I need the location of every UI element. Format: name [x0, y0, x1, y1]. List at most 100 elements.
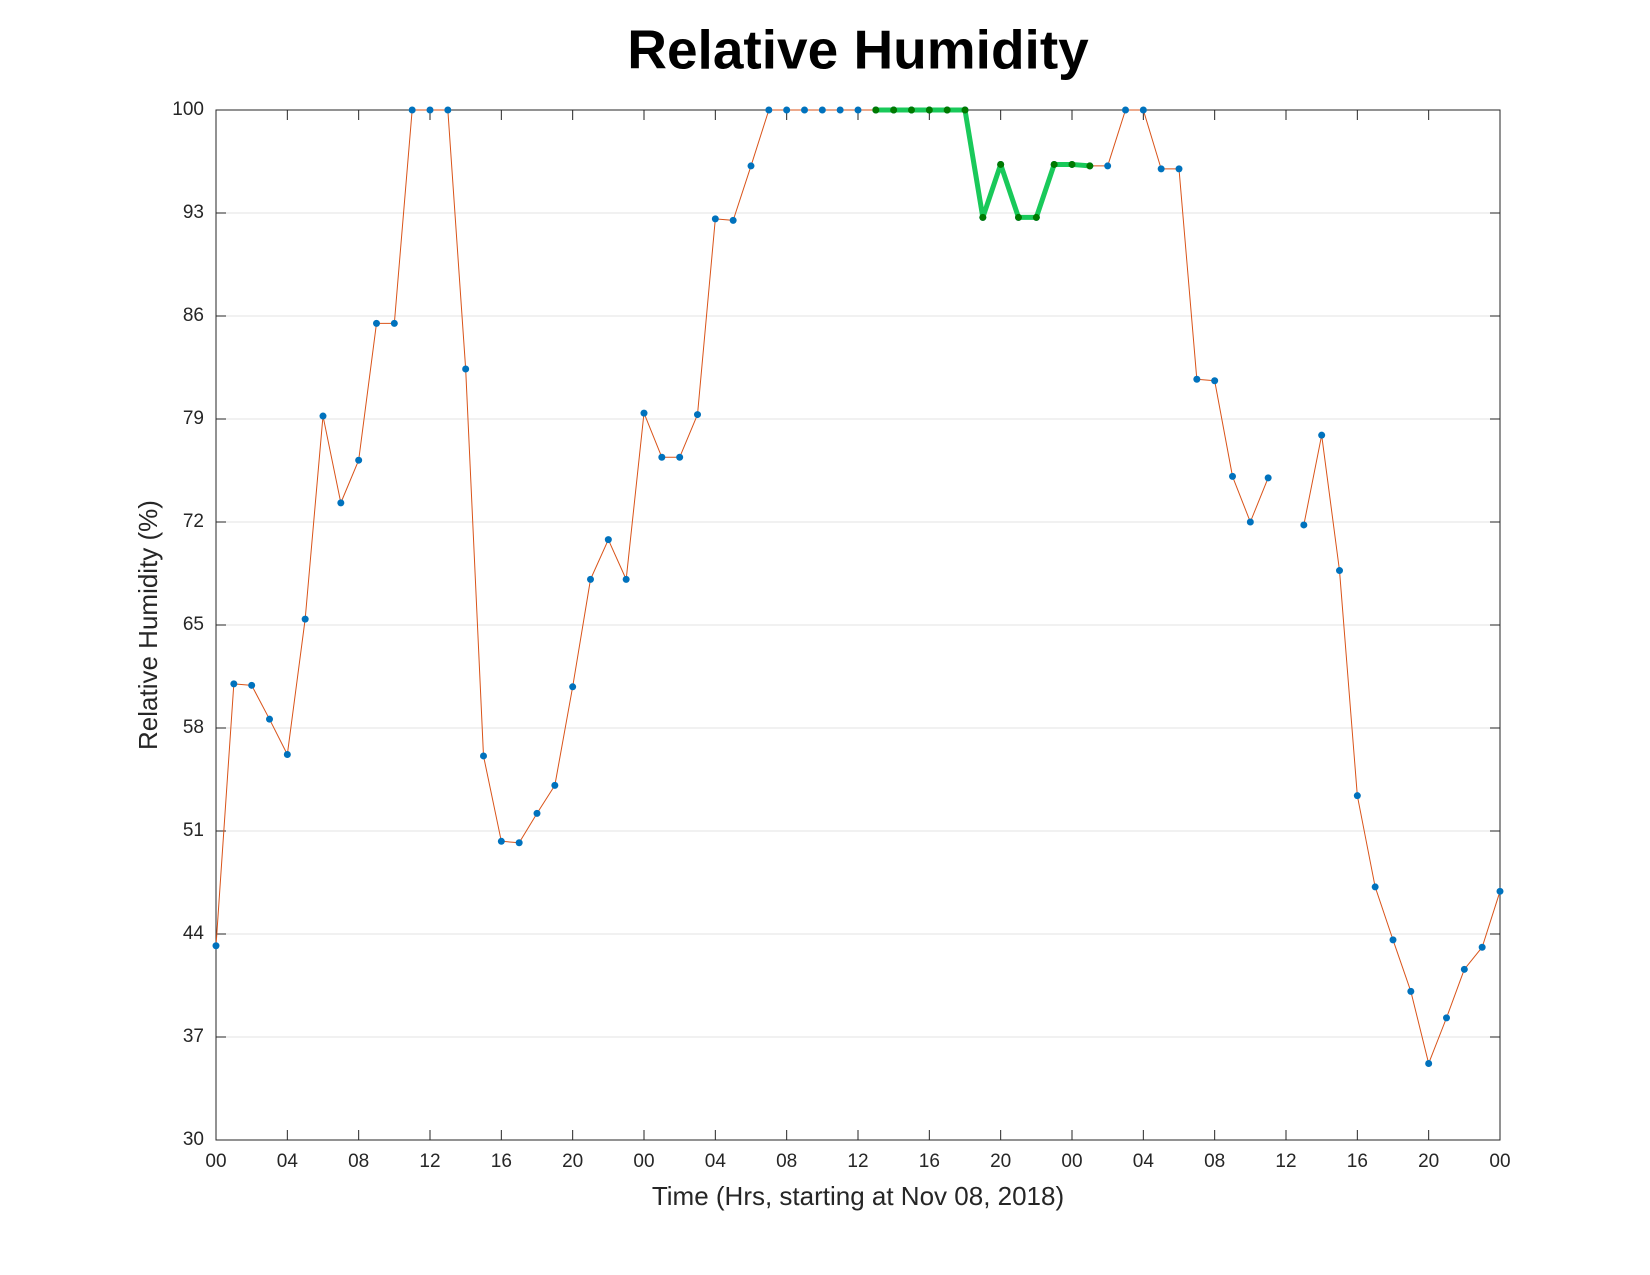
data-point — [1050, 160, 1058, 168]
data-point — [1211, 377, 1219, 385]
x-tick-label: 16 — [1347, 1151, 1368, 1172]
x-tick-label: 16 — [491, 1151, 512, 1172]
data-point — [854, 106, 862, 114]
data-point — [1229, 472, 1236, 480]
y-tick-label: 72 — [183, 511, 204, 532]
data-point — [1478, 943, 1486, 951]
data-point — [1032, 213, 1040, 221]
data-point — [694, 411, 701, 419]
data-point — [890, 106, 898, 114]
data-point — [943, 106, 951, 114]
data-point — [1300, 521, 1308, 529]
y-tick-label: 58 — [183, 717, 204, 738]
x-tick-label: 00 — [1061, 1151, 1082, 1172]
data-point — [1086, 162, 1094, 170]
x-tick-label: 04 — [705, 1151, 727, 1172]
data-point — [1425, 1059, 1433, 1067]
data-point — [729, 216, 737, 224]
data-point — [462, 365, 470, 373]
x-axis-label: Time (Hrs, starting at Nov 08, 2018) — [652, 1181, 1064, 1211]
y-tick-label: 30 — [183, 1129, 204, 1150]
data-point — [569, 683, 577, 691]
y-tick-label: 93 — [183, 202, 204, 223]
y-tick-label: 100 — [172, 99, 204, 120]
data-point — [1460, 965, 1468, 973]
data-point — [1389, 936, 1397, 944]
x-tick-label: 12 — [419, 1151, 440, 1172]
data-point — [908, 106, 915, 114]
data-point — [1246, 518, 1254, 526]
data-point — [373, 319, 380, 327]
data-point — [747, 162, 755, 170]
data-point — [1157, 165, 1165, 173]
y-tick-label: 44 — [183, 923, 205, 944]
data-point — [1175, 165, 1183, 173]
data-point — [872, 106, 880, 114]
data-point — [1318, 431, 1326, 439]
y-tick-label: 37 — [183, 1026, 204, 1047]
data-point — [711, 215, 719, 223]
data-point — [1353, 792, 1361, 800]
y-tick-label: 79 — [183, 408, 204, 429]
data-point — [818, 106, 826, 114]
x-tick-label: 12 — [1275, 1151, 1296, 1172]
x-tick-label: 20 — [990, 1151, 1011, 1172]
data-point — [319, 412, 327, 420]
data-point — [551, 781, 559, 789]
data-point — [1015, 213, 1022, 221]
y-tick-label: 65 — [183, 614, 204, 635]
data-point — [925, 106, 933, 114]
data-point — [1371, 883, 1379, 891]
data-point — [212, 942, 220, 950]
chart-title: Relative Humidity — [627, 19, 1089, 81]
x-tick-label: 04 — [277, 1151, 299, 1172]
data-point — [765, 106, 773, 114]
data-point — [658, 453, 666, 461]
data-point — [480, 752, 487, 760]
x-tick-label: 00 — [1489, 1151, 1510, 1172]
data-point — [604, 536, 612, 544]
data-point — [836, 106, 844, 114]
data-point — [1139, 106, 1147, 114]
x-tick-label: 12 — [847, 1151, 868, 1172]
data-point — [408, 106, 416, 114]
data-point — [622, 575, 630, 583]
data-point — [1407, 987, 1415, 995]
data-point — [1193, 375, 1201, 383]
x-tick-label: 08 — [1204, 1151, 1225, 1172]
x-tick-label: 08 — [348, 1151, 369, 1172]
data-point — [497, 837, 505, 845]
data-point — [266, 715, 273, 723]
x-tick-label: 08 — [776, 1151, 797, 1172]
y-tick-label: 51 — [183, 820, 204, 841]
data-point — [337, 499, 345, 507]
data-point — [283, 750, 291, 758]
y-tick-label: 86 — [183, 305, 204, 326]
x-tick-label: 00 — [633, 1151, 654, 1172]
data-point — [676, 453, 684, 461]
data-point — [997, 160, 1005, 168]
data-point — [533, 809, 541, 817]
data-point — [1264, 474, 1272, 482]
data-point — [783, 106, 791, 114]
data-point — [248, 681, 256, 689]
data-point — [1068, 160, 1076, 168]
x-tick-label: 20 — [562, 1151, 583, 1172]
data-point — [961, 106, 969, 114]
data-point — [1104, 162, 1112, 170]
data-point — [355, 456, 363, 464]
x-tick-label: 04 — [1133, 1151, 1155, 1172]
x-tick-label: 20 — [1418, 1151, 1439, 1172]
data-point — [515, 839, 523, 847]
data-point — [301, 615, 309, 623]
x-tick-label: 16 — [919, 1151, 940, 1172]
data-point — [390, 319, 398, 327]
data-point — [1336, 567, 1343, 575]
data-point — [230, 680, 238, 688]
y-axis-label: Relative Humidity (%) — [133, 500, 163, 750]
data-point — [426, 106, 434, 114]
x-tick-label: 00 — [205, 1151, 226, 1172]
data-point — [1496, 887, 1504, 895]
data-point — [1122, 106, 1129, 114]
